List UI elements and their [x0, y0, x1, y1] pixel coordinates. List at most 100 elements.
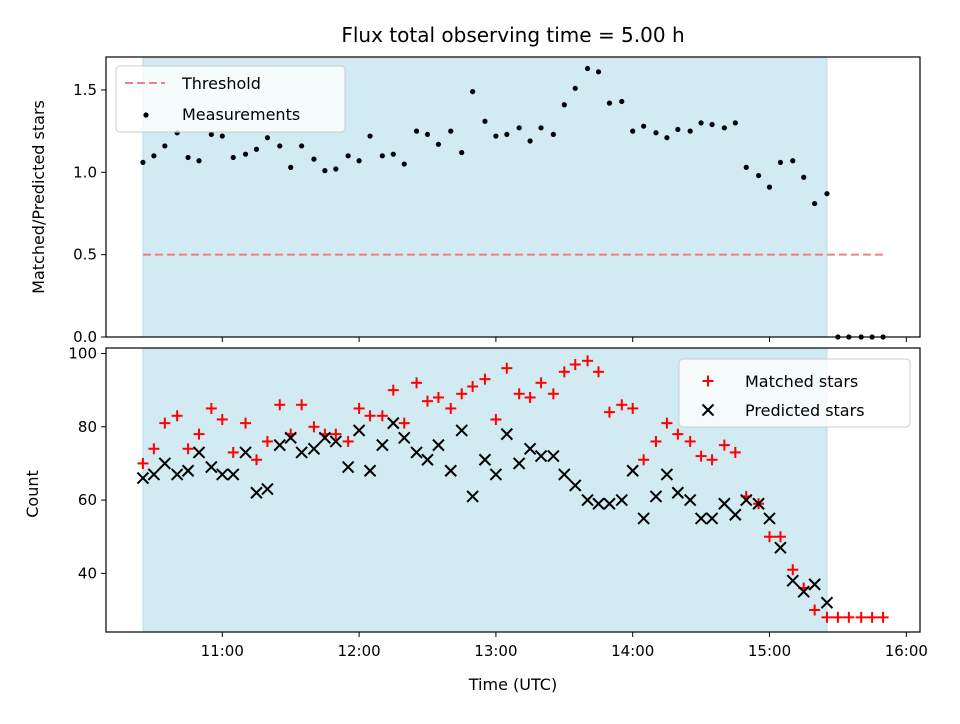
top-series-0-point-51 — [721, 125, 727, 131]
bottom-series-0-point-60 — [821, 611, 833, 623]
xtick-label-1: 12:00 — [337, 642, 380, 660]
legend-measurements-swatch-shape — [143, 112, 149, 118]
top-series-0-point-30-shape — [482, 118, 488, 124]
top-series-0-point-55-shape — [766, 184, 773, 190]
bottom-series-0 — [137, 355, 889, 623]
legend-entry-measurements: Measurements — [143, 105, 300, 124]
bottom-series-0-point-50 — [706, 454, 718, 466]
top-series-0-point-10 — [253, 146, 260, 152]
legend-predicted-swatch — [701, 403, 715, 417]
bottom-series-0-point-30 — [479, 373, 491, 385]
bottom-series-1-point-7-b — [216, 468, 229, 481]
bottom-series-0-point-15 — [308, 421, 320, 433]
bottom-series-1-point-40-b — [592, 497, 605, 510]
bottom-series-0-point-28 — [456, 388, 468, 400]
bottom-series-0-point-35 — [535, 377, 547, 389]
top-series-0-point-20-shape — [367, 133, 373, 139]
bottom-series-0-point-57 — [787, 564, 799, 576]
bottom-y-axis-label: Count — [23, 470, 42, 518]
bottom-ytick-label-2: 80 — [78, 418, 97, 436]
bottom-series-0-point-33 — [513, 388, 525, 400]
bottom-series-1-point-31-b — [489, 468, 503, 481]
top-series-0-point-29-shape — [470, 88, 476, 95]
bottom-series-0-point-3 — [171, 410, 183, 422]
top-series-0-point-25 — [424, 131, 431, 138]
top-series-0-point-1-shape — [151, 153, 157, 159]
top-series-0-point-6-shape — [208, 131, 214, 138]
bottom-series-1-point-14-b — [295, 446, 308, 459]
bottom-series-1-point-45-b — [649, 490, 663, 503]
bottom-series-1-point-8-b — [227, 468, 240, 481]
bottom-series-1-point-52-b — [729, 508, 742, 521]
bottom-series-1-point-22 — [387, 416, 400, 430]
bottom-series-1-point-25-b — [421, 453, 434, 466]
top-series-0-point-24-shape — [413, 128, 420, 134]
bottom-series-1-point-51-b — [718, 497, 731, 510]
bottom-series-0-point-55 — [764, 531, 776, 543]
xtick-label-4: 15:00 — [748, 642, 791, 660]
bottom-series-1-point-26-b — [432, 438, 445, 452]
bottom-series-0-point-40 — [593, 366, 605, 378]
bottom-series-0-point-32 — [501, 362, 513, 374]
bottom-series-1-point-13-b — [284, 431, 297, 444]
bottom-series-1-point-14 — [295, 446, 308, 459]
bottom-series-1-point-3 — [170, 468, 184, 481]
bottom-series-1-point-46-b — [660, 468, 674, 481]
bottom-series-1-point-38 — [569, 479, 582, 492]
bottom-series-0-point-8 — [227, 446, 239, 458]
top-legend-box — [115, 65, 346, 133]
bottom-series-1-point-43-b — [626, 464, 639, 477]
bottom-series-1-point-1-b — [147, 468, 161, 481]
top-series-0-point-59 — [812, 200, 818, 207]
top-series-0-point-12-shape — [277, 143, 283, 149]
legend-matched-label: Matched stars — [745, 372, 858, 391]
top-series-0-point-23 — [401, 161, 407, 167]
bottom-series-1-point-34 — [523, 442, 537, 455]
bottom-series-0-point-22 — [387, 384, 399, 396]
bottom-series-1-point-57 — [786, 574, 799, 587]
top-series-0-point-49 — [698, 120, 704, 126]
bottom-series-1-point-17 — [329, 435, 343, 448]
top-ytick-label-3: 1.5 — [73, 81, 97, 99]
x-axis-label: Time (UTC) — [468, 675, 557, 694]
bottom-series-1-point-11 — [261, 482, 274, 496]
bottom-series-1-point-20 — [363, 464, 377, 477]
top-series-0-point-2-shape — [162, 143, 168, 149]
top-series-0-point-11-shape — [264, 135, 271, 141]
bottom-axes-frame — [105, 347, 921, 633]
top-series-0-point-57-shape — [790, 158, 796, 164]
top-series-0-point-13-shape — [288, 164, 294, 170]
bottom-series-1-point-16 — [318, 431, 332, 444]
bottom-series-1-point-42-b — [615, 493, 628, 507]
top-series-0-point-11 — [264, 135, 271, 141]
top-series-0-point-37-shape — [561, 102, 567, 108]
top-series-0-point-27 — [448, 128, 454, 134]
top-series-0-point-17 — [333, 166, 339, 172]
top-ytick-label-2: 1.0 — [73, 163, 97, 181]
bottom-series-0-point-38 — [569, 358, 581, 370]
bottom-series-1-point-48 — [683, 493, 697, 507]
bottom-series-1-point-2 — [158, 457, 172, 470]
bottom-series-1-point-56 — [774, 541, 787, 554]
top-series-0-point-55 — [766, 184, 773, 190]
bottom-series-0-point-64 — [866, 611, 878, 623]
xtick-label-0: 11:00 — [201, 642, 244, 660]
bottom-series-1-point-10-b — [250, 486, 263, 499]
top-series-0-point-48 — [687, 128, 693, 134]
top-series-0-point-46 — [664, 135, 670, 141]
bottom-series-1-point-44-b — [637, 512, 650, 525]
bottom-series-1-point-37 — [558, 468, 571, 481]
bottom-series-1-point-15-b — [307, 442, 321, 455]
top-series-0-point-17-shape — [333, 166, 339, 172]
bottom-series-0-point-51 — [718, 439, 730, 451]
legend-predicted-swatch-b — [701, 403, 715, 417]
top-series-0 — [140, 65, 886, 340]
top-series-0-point-18-shape — [345, 153, 351, 159]
top-series-0-point-54 — [755, 172, 762, 179]
top-series-0-point-1 — [151, 153, 157, 159]
bottom-series-0-point-36 — [547, 388, 559, 400]
top-series-0-point-60-shape — [824, 191, 830, 197]
bottom-series-1-point-25 — [421, 453, 434, 466]
xtick-label-2: 13:00 — [474, 642, 517, 660]
legend-matched-swatch — [702, 375, 714, 387]
